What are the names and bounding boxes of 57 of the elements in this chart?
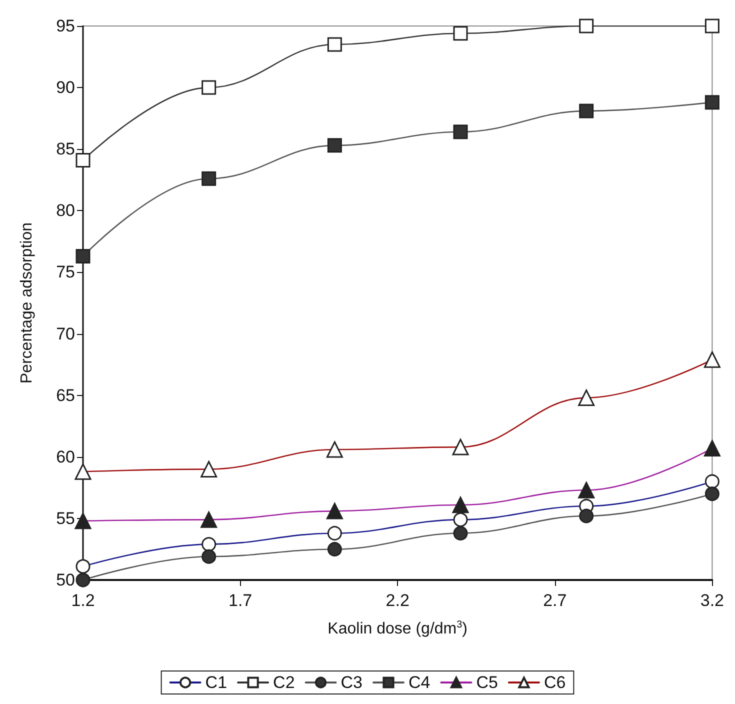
point: [452, 438, 469, 456]
point: [453, 526, 468, 540]
y-axis-title: Percentage adsorption: [18, 222, 36, 384]
x-tick-label: 2.7: [543, 591, 567, 610]
x-tick-label: 3.2: [700, 591, 724, 610]
point: [326, 441, 343, 458]
point: [76, 572, 90, 588]
point: [202, 171, 216, 186]
x-tick-label: 1.2: [71, 591, 95, 610]
point: [74, 512, 92, 530]
point: [452, 496, 469, 514]
x-tick-label: 1.7: [228, 591, 252, 610]
legend-label: C6: [544, 673, 566, 692]
y-tick-label: 50: [56, 570, 75, 590]
point: [327, 542, 342, 556]
point: [704, 440, 720, 457]
x-tick-label: 2.2: [386, 591, 410, 610]
point: [453, 26, 468, 41]
y-tick-label: 70: [56, 324, 75, 344]
y-tick-label: 85: [56, 140, 75, 159]
y-tick-label: 95: [56, 16, 75, 36]
point: [579, 104, 594, 118]
point: [202, 549, 216, 564]
point: [76, 559, 90, 574]
point: [453, 124, 468, 140]
point: [579, 508, 594, 524]
y-tick-label: 75: [56, 262, 75, 282]
legend-label: C2: [273, 673, 295, 692]
point: [74, 463, 92, 480]
point: [200, 460, 218, 478]
point: [202, 537, 216, 552]
point: [704, 351, 720, 368]
legend-label: C3: [340, 673, 363, 692]
y-tick-label: 65: [56, 386, 75, 405]
point: [326, 502, 343, 520]
legend-label: C4: [408, 673, 430, 692]
point: [327, 138, 342, 153]
point: [704, 95, 720, 110]
point: [704, 18, 720, 34]
point: [76, 152, 90, 168]
legend-label: C5: [476, 673, 498, 692]
point: [200, 511, 218, 528]
point: [578, 482, 595, 498]
point: [327, 37, 342, 52]
point: [202, 80, 216, 95]
y-tick-label: 60: [56, 447, 75, 466]
y-tick-label: 80: [56, 201, 75, 220]
y-tick-label: 55: [56, 508, 75, 528]
point: [704, 474, 720, 489]
point: [76, 248, 90, 264]
point: [704, 486, 720, 502]
point: [578, 390, 595, 406]
legend-label: C1: [205, 673, 228, 692]
point: [453, 512, 468, 527]
point: [579, 18, 594, 34]
point: [327, 526, 342, 540]
y-tick-label: 90: [56, 78, 75, 98]
